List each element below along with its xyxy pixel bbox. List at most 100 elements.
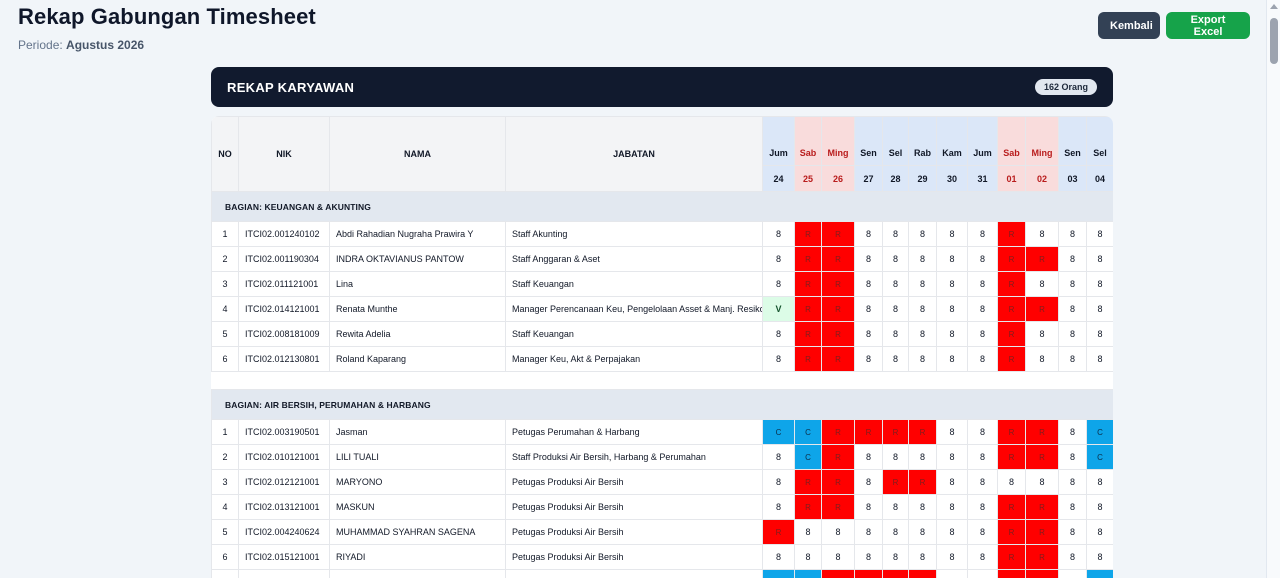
timesheet-cell[interactable]: 8 [854, 444, 883, 470]
timesheet-cell[interactable]: 8 [997, 469, 1026, 495]
timesheet-cell[interactable]: 8 [762, 221, 795, 247]
timesheet-cell[interactable]: 8 [908, 444, 937, 470]
timesheet-cell[interactable]: 8 [1086, 519, 1113, 545]
timesheet-cell[interactable]: 8 [908, 519, 937, 545]
timesheet-cell[interactable]: R [821, 271, 855, 297]
timesheet-cell[interactable]: R [821, 444, 855, 470]
timesheet-cell[interactable]: 8 [1086, 296, 1113, 322]
timesheet-cell[interactable]: 8 [967, 494, 998, 520]
timesheet-cell[interactable]: 8 [967, 569, 998, 578]
timesheet-cell[interactable]: 8 [1058, 271, 1087, 297]
timesheet-cell[interactable]: R [908, 419, 937, 445]
timesheet-cell[interactable]: 8 [762, 469, 795, 495]
timesheet-cell[interactable]: 8 [967, 419, 998, 445]
timesheet-cell[interactable]: 8 [936, 569, 968, 578]
timesheet-cell[interactable]: 8 [821, 519, 855, 545]
timesheet-cell[interactable]: 8 [936, 494, 968, 520]
timesheet-cell[interactable]: 8 [854, 321, 883, 347]
timesheet-cell[interactable]: 8 [1058, 569, 1087, 578]
timesheet-cell[interactable]: 8 [936, 544, 968, 570]
timesheet-cell[interactable]: R [997, 296, 1026, 322]
timesheet-cell[interactable]: 8 [882, 544, 909, 570]
timesheet-cell[interactable]: R [908, 469, 937, 495]
timesheet-cell[interactable]: R [821, 494, 855, 520]
timesheet-cell[interactable]: 8 [882, 519, 909, 545]
table-row[interactable]: 7ITCI02.005240624SAPIKANSYAHPetugas Peru… [211, 569, 1113, 578]
timesheet-cell[interactable]: 8 [1058, 346, 1087, 372]
table-row[interactable]: 1 ITCI02.003190501 Jasman Petugas Perumahan… [211, 419, 1113, 445]
timesheet-cell[interactable]: 8 [794, 544, 822, 570]
timesheet-cell[interactable]: 8 [967, 444, 998, 470]
timesheet-cell[interactable]: 8 [908, 271, 937, 297]
timesheet-cell[interactable]: R [997, 569, 1026, 578]
timesheet-cell[interactable]: R [794, 469, 822, 495]
timesheet-cell[interactable]: 8 [854, 469, 883, 495]
timesheet-cell[interactable]: 8 [967, 519, 998, 545]
timesheet-cell[interactable]: 8 [1058, 444, 1087, 470]
timesheet-cell[interactable]: 8 [936, 346, 968, 372]
timesheet-cell[interactable]: 8 [1086, 271, 1113, 297]
timesheet-cell[interactable]: C [1086, 419, 1113, 445]
timesheet-cell[interactable]: C [794, 569, 822, 578]
timesheet-cell[interactable]: R [1025, 544, 1059, 570]
scroll-up-arrow-icon[interactable] [1270, 4, 1278, 9]
timesheet-cell[interactable]: 8 [821, 544, 855, 570]
timesheet-cell[interactable]: 8 [967, 321, 998, 347]
timesheet-cell[interactable]: 8 [967, 544, 998, 570]
timesheet-cell[interactable]: 8 [967, 346, 998, 372]
timesheet-cell[interactable]: 8 [936, 519, 968, 545]
timesheet-cell[interactable]: 8 [1058, 419, 1087, 445]
table-row[interactable]: 5 ITCI02.008181009 Rewita Adelia Staff Keua… [211, 321, 1113, 347]
timesheet-cell[interactable]: R [794, 271, 822, 297]
timesheet-cell[interactable]: 8 [1086, 494, 1113, 520]
timesheet-cell[interactable]: R [1025, 246, 1059, 272]
timesheet-cell[interactable]: R [997, 321, 1026, 347]
timesheet-cell[interactable]: 8 [762, 271, 795, 297]
table-row[interactable]: 3 ITCI02.012121001 MARYONO Petugas Produksi… [211, 469, 1113, 495]
timesheet-cell[interactable]: R [762, 519, 795, 545]
timesheet-cell[interactable]: 8 [882, 321, 909, 347]
timesheet-cell[interactable]: 8 [854, 346, 883, 372]
timesheet-cell[interactable]: 8 [936, 419, 968, 445]
timesheet-cell[interactable]: 8 [854, 271, 883, 297]
timesheet-cell[interactable]: R [1025, 444, 1059, 470]
timesheet-cell[interactable]: 8 [854, 494, 883, 520]
timesheet-cell[interactable]: 8 [936, 246, 968, 272]
table-row[interactable]: 4 ITCI02.014121001 Renata Munthe Manager Pe… [211, 296, 1113, 322]
timesheet-cell[interactable]: 8 [762, 544, 795, 570]
timesheet-cell[interactable]: R [997, 519, 1026, 545]
table-row[interactable]: 3 ITCI02.011121001 Lina Staff Keuangan 8 R R 8 8… [211, 271, 1113, 297]
timesheet-cell[interactable]: 8 [1025, 221, 1059, 247]
timesheet-cell[interactable]: 8 [1086, 321, 1113, 347]
timesheet-cell[interactable]: R [908, 569, 937, 578]
timesheet-cell[interactable]: R [794, 296, 822, 322]
table-row[interactable]: 2 ITCI02.010121001 LILI TUALI Staff Produks… [211, 444, 1113, 470]
timesheet-cell[interactable]: 8 [1025, 321, 1059, 347]
timesheet-cell[interactable]: 8 [1086, 544, 1113, 570]
timesheet-cell[interactable]: 8 [1025, 346, 1059, 372]
timesheet-cell[interactable]: 8 [882, 246, 909, 272]
timesheet-cell[interactable]: C [1086, 569, 1113, 578]
timesheet-cell[interactable]: R [794, 221, 822, 247]
timesheet-cell[interactable]: 8 [936, 221, 968, 247]
timesheet-cell[interactable]: C [762, 419, 795, 445]
timesheet-cell[interactable]: 8 [1086, 221, 1113, 247]
timesheet-cell[interactable]: 8 [762, 444, 795, 470]
timesheet-cell[interactable]: 8 [1025, 469, 1059, 495]
timesheet-cell[interactable]: R [1025, 569, 1059, 578]
timesheet-cell[interactable]: 8 [1058, 469, 1087, 495]
timesheet-cell[interactable]: C [794, 419, 822, 445]
timesheet-cell[interactable]: 8 [762, 246, 795, 272]
page-scrollbar[interactable] [1266, 0, 1280, 578]
timesheet-cell[interactable]: 8 [882, 346, 909, 372]
timesheet-cell[interactable]: 8 [967, 221, 998, 247]
timesheet-cell[interactable]: R [1025, 419, 1059, 445]
scrollbar-thumb[interactable] [1270, 18, 1278, 64]
table-row[interactable]: 5 ITCI02.004240624 MUHAMMAD SYAHRAN SAGENA… [211, 519, 1113, 545]
timesheet-cell[interactable]: 8 [854, 246, 883, 272]
timesheet-cell[interactable]: R [997, 544, 1026, 570]
timesheet-cell[interactable]: R [997, 246, 1026, 272]
timesheet-cell[interactable]: R [882, 419, 909, 445]
timesheet-cell[interactable]: 8 [908, 346, 937, 372]
timesheet-cell[interactable]: R [997, 494, 1026, 520]
